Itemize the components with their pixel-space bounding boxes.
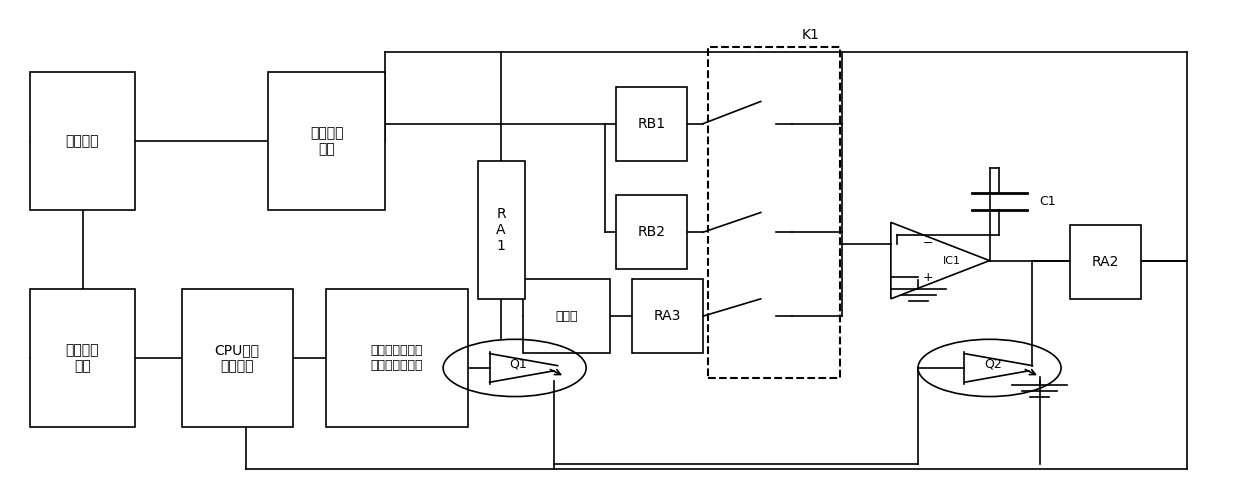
Text: 信号转换线性校
正放大处理单元: 信号转换线性校 正放大处理单元 <box>370 344 422 372</box>
Text: R
A
1: R A 1 <box>497 207 506 253</box>
Text: RA3: RA3 <box>654 309 681 323</box>
Text: 升压稳压
单元: 升压稳压 单元 <box>310 126 343 156</box>
Text: 通信接口
单元: 通信接口 单元 <box>66 343 99 373</box>
Text: −: − <box>923 238 934 250</box>
Text: RA2: RA2 <box>1092 255 1119 269</box>
Text: +: + <box>923 271 934 284</box>
Text: CPU采集
处理单元: CPU采集 处理单元 <box>214 343 260 373</box>
Text: IC1: IC1 <box>943 255 961 265</box>
Bar <box>182 289 292 427</box>
Text: Q1: Q1 <box>509 357 527 370</box>
Bar <box>30 72 135 210</box>
Bar <box>1069 225 1141 299</box>
Bar <box>616 87 688 161</box>
Text: 传感器: 传感器 <box>555 309 577 323</box>
Bar <box>268 72 385 210</box>
Bar <box>616 195 688 269</box>
Text: K1: K1 <box>802 28 820 42</box>
Bar <box>709 47 840 378</box>
Text: 电源单元: 电源单元 <box>66 134 99 148</box>
Bar <box>326 289 468 427</box>
Text: RB1: RB1 <box>638 117 665 131</box>
Bar <box>478 161 524 299</box>
Bar <box>30 289 135 427</box>
Text: Q2: Q2 <box>984 357 1002 370</box>
Text: C1: C1 <box>1038 195 1056 208</box>
Bar <box>523 279 610 353</box>
Text: RB2: RB2 <box>638 225 665 239</box>
Bar <box>632 279 704 353</box>
